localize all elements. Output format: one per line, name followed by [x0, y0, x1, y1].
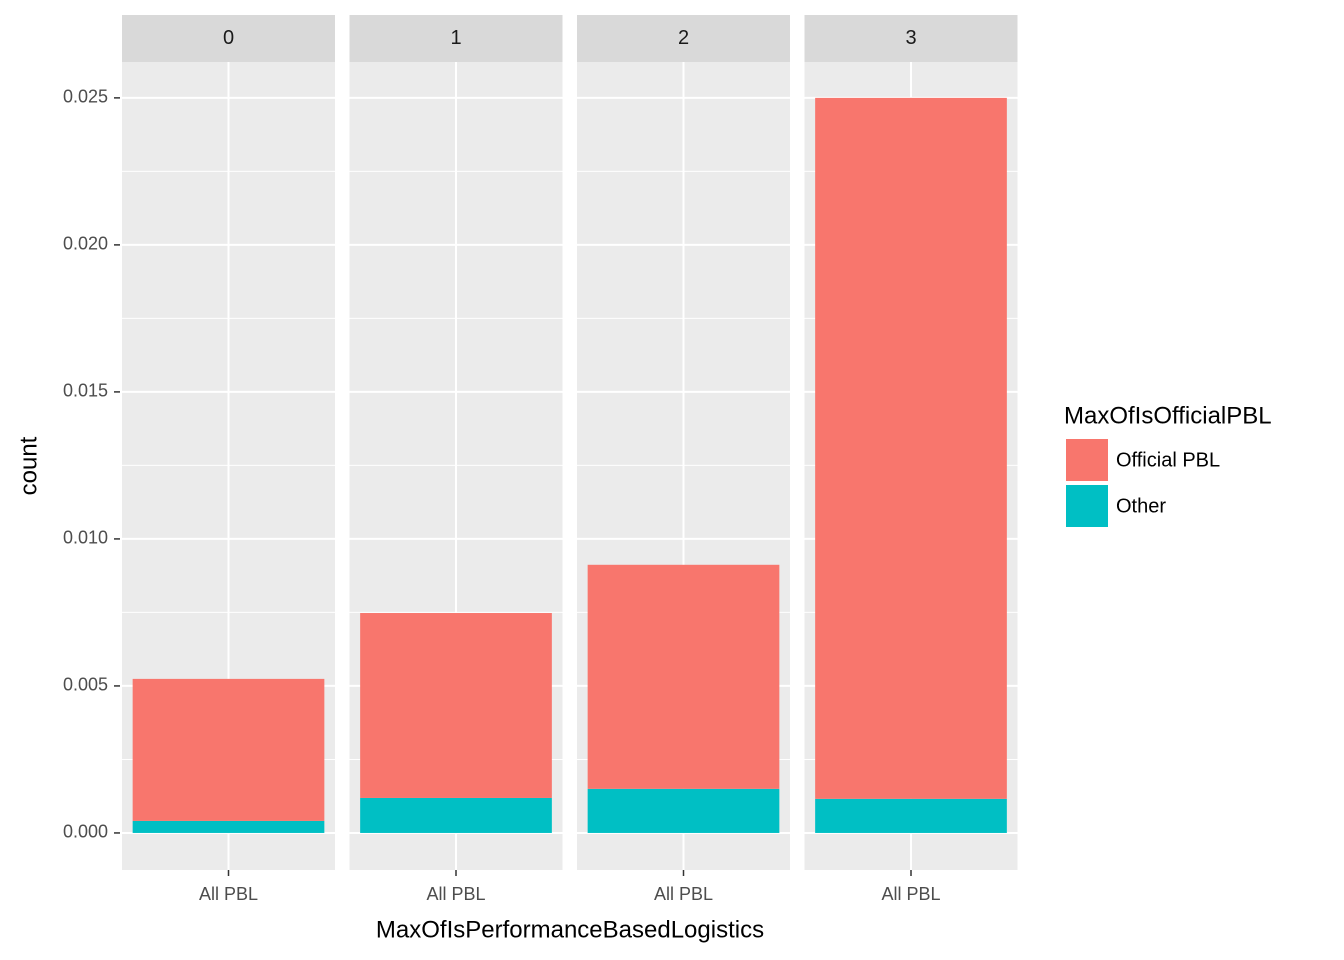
- y-tick-label: 0.020: [63, 234, 108, 254]
- legend-key: [1066, 485, 1108, 527]
- facet-strip: [804, 15, 1018, 62]
- facet-label: 0: [223, 27, 234, 49]
- y-tick-label: 0.010: [63, 528, 108, 548]
- bar-segment: [587, 564, 780, 789]
- legend-key: [1066, 439, 1108, 481]
- y-tick-label: 0.005: [63, 675, 108, 695]
- bar-segment: [132, 678, 325, 821]
- y-tick-label: 0.025: [63, 87, 108, 107]
- facet-strip: [349, 15, 563, 62]
- bar-segment: [815, 798, 1007, 833]
- bar-segment: [587, 788, 780, 833]
- bar-segment: [360, 797, 552, 833]
- bar-segment: [360, 613, 552, 798]
- y-tick-label: 0.000: [63, 822, 108, 842]
- legend-title: MaxOfIsOfficialPBL: [1064, 402, 1272, 429]
- y-tick-label: 0.015: [63, 381, 108, 401]
- facet-label: 3: [905, 27, 916, 49]
- bar-segment: [132, 820, 325, 833]
- x-tick-label: All PBL: [654, 884, 713, 904]
- y-axis-title: count: [15, 436, 42, 495]
- facet-label: 2: [678, 27, 689, 49]
- facet-strip: [122, 15, 335, 62]
- x-tick-label: All PBL: [426, 884, 485, 904]
- facet-label: 1: [450, 27, 461, 49]
- legend-label: Official PBL: [1116, 449, 1220, 471]
- facet-strip: [577, 15, 790, 62]
- legend-label: Other: [1116, 495, 1166, 517]
- x-tick-label: All PBL: [199, 884, 258, 904]
- x-axis-title: MaxOfIsPerformanceBasedLogistics: [376, 916, 764, 943]
- x-tick-label: All PBL: [881, 884, 940, 904]
- bar-segment: [815, 97, 1007, 799]
